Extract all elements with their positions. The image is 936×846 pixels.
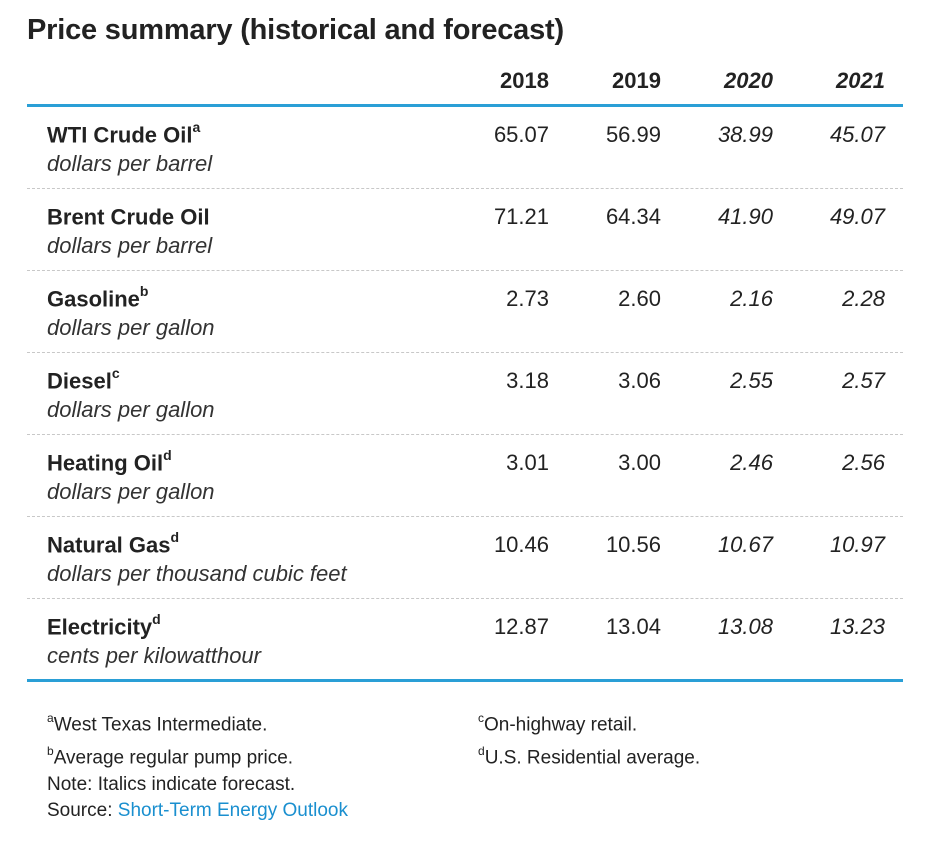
table-row: WTI Crude Oila dollars per barrel 65.07 …: [27, 107, 903, 189]
row-unit: dollars per gallon: [47, 397, 215, 422]
price-table-body: WTI Crude Oila dollars per barrel 65.07 …: [27, 107, 903, 680]
value-cell: 2.46: [730, 450, 773, 475]
row-unit: dollars per barrel: [47, 151, 213, 176]
table-top-rule: [27, 104, 903, 107]
footnotes-left: aWest Texas Intermediate. bAverage regul…: [47, 706, 348, 825]
value-cell: 49.07: [829, 204, 885, 229]
value-cell: 13.23: [829, 614, 885, 639]
year-header-2021: 2021: [836, 68, 885, 93]
table-bottom-rule: [27, 679, 903, 682]
row-unit: dollars per gallon: [47, 479, 215, 504]
value-cell: 2.60: [618, 286, 661, 311]
row-name: Natural Gasd: [47, 529, 180, 558]
row-unit: dollars per thousand cubic feet: [47, 561, 347, 586]
table-row: Heating Oild dollars per gallon 3.01 3.0…: [27, 435, 903, 517]
value-cell: 71.21: [493, 204, 549, 229]
value-cell: 65.07: [493, 122, 549, 147]
footnotes-right: cOn-highway retail. dU.S. Residential av…: [478, 706, 700, 772]
table-row: Gasolineb dollars per gallon 2.73 2.60 2…: [27, 271, 903, 353]
footnote-marker: d: [152, 611, 161, 627]
row-name: Gasolineb: [47, 283, 149, 312]
row-unit: dollars per barrel: [47, 233, 213, 258]
footnote-marker: d: [163, 447, 172, 463]
value-cell: 2.73: [506, 286, 549, 311]
value-cell: 12.87: [493, 614, 549, 639]
footnote-marker: b: [139, 283, 149, 299]
value-cell: 2.55: [730, 368, 773, 393]
value-cell: 2.28: [842, 286, 885, 311]
table-header: 2018 2019 2020 2021: [27, 62, 903, 102]
footnote-marker: a: [192, 119, 201, 135]
year-header-2020: 2020: [724, 68, 773, 93]
source-link[interactable]: Short-Term Energy Outlook: [117, 800, 348, 822]
value-cell: 3.18: [506, 368, 549, 393]
value-cell: 56.99: [605, 122, 661, 147]
value-cell: 2.57: [842, 368, 885, 393]
value-cell: 38.99: [717, 122, 773, 147]
table-row: Brent Crude Oil dollars per barrel 71.21…: [27, 189, 903, 271]
footnote-c: cOn-highway retail.: [478, 711, 638, 736]
footnote-marker: c: [111, 365, 120, 381]
page-title: Price summary (historical and forecast): [27, 14, 564, 46]
value-cell: 2.16: [730, 286, 773, 311]
value-cell: 10.56: [605, 532, 661, 557]
row-name: WTI Crude Oila: [47, 119, 201, 148]
footnote-marker: d: [170, 529, 180, 545]
value-cell: 10.46: [493, 532, 549, 557]
value-cell: 13.08: [717, 614, 773, 639]
year-header-2019: 2019: [612, 68, 661, 93]
row-unit: dollars per gallon: [47, 315, 215, 340]
row-name: Electricityd: [47, 611, 161, 640]
value-cell: 3.01: [506, 450, 549, 475]
footnote-a: aWest Texas Intermediate.: [47, 711, 268, 736]
value-cell: 3.06: [618, 368, 661, 393]
footnote-d: dU.S. Residential average.: [478, 743, 701, 769]
source-line: Source: Short-Term Energy Outlook: [47, 800, 348, 822]
footnote-b: bAverage regular pump price.: [47, 743, 294, 769]
value-cell: 3.00: [618, 450, 661, 475]
value-cell: 13.04: [605, 614, 661, 639]
row-unit: cents per kilowatthour: [47, 643, 261, 668]
table-row: Electricityd cents per kilowatthour 12.8…: [27, 599, 903, 680]
table-row: Natural Gasd dollars per thousand cubic …: [27, 517, 903, 599]
value-cell: 64.34: [605, 204, 661, 229]
row-name: Dieselc: [47, 365, 120, 394]
value-cell: 41.90: [717, 204, 773, 229]
value-cell: 2.56: [842, 450, 885, 475]
value-cell: 10.97: [829, 532, 885, 557]
value-cell: 45.07: [829, 122, 885, 147]
year-header-2018: 2018: [500, 68, 549, 93]
row-name: Brent Crude Oil: [47, 204, 210, 230]
table-row: Dieselc dollars per gallon 3.18 3.06 2.5…: [27, 353, 903, 435]
forecast-note: Note: Italics indicate forecast.: [47, 773, 296, 795]
value-cell: 10.67: [717, 532, 773, 557]
row-name: Heating Oild: [47, 447, 172, 476]
